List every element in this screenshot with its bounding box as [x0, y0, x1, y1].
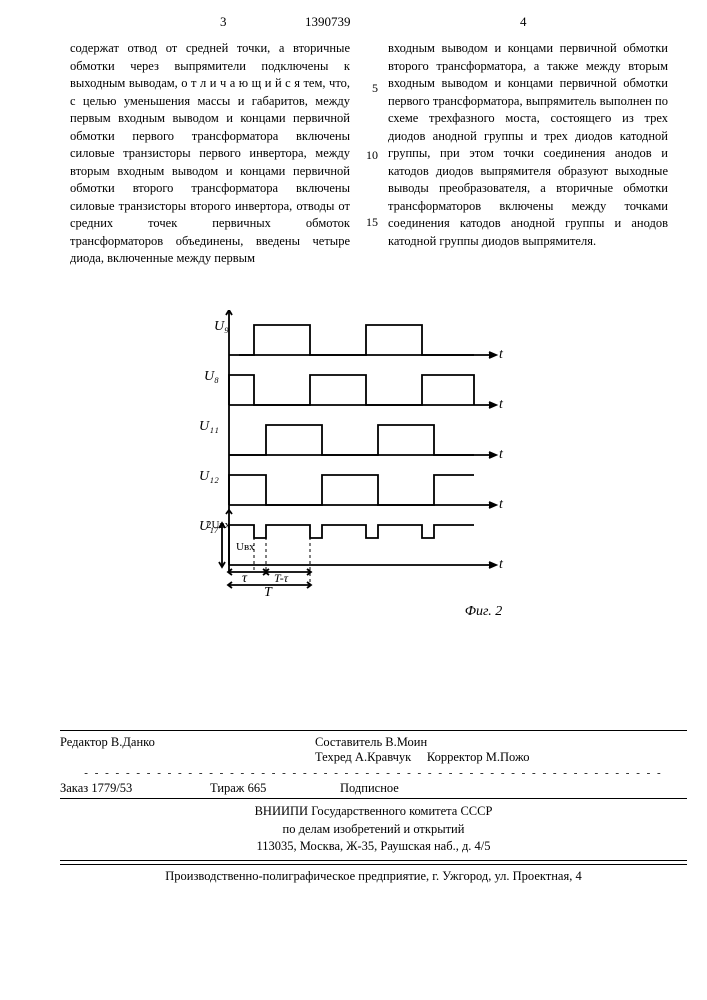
footer-compiler-tech: Составитель В.Моин Техред А.Кравчук Корр…: [240, 735, 530, 765]
x-label-t: t: [499, 397, 504, 412]
document-number: 1390739: [305, 14, 351, 30]
footer-sign: Подписное: [340, 779, 399, 798]
footer-editor: Редактор В.Данко: [60, 735, 240, 765]
x-label-t: t: [499, 347, 504, 362]
y-label-u8: U₈: [204, 369, 219, 384]
figure-2: U₉ t U₈ t U₁₁ t: [0, 310, 707, 600]
t-tau-label: T-τ: [274, 571, 289, 585]
T-label: T: [264, 585, 273, 600]
line-number: 15: [358, 214, 378, 281]
line-number: 5: [358, 80, 378, 147]
x-label-t: t: [499, 557, 504, 572]
footer-bottom-line: Производственно-полиграфическое предприя…: [60, 869, 687, 884]
y-label-u12: U₁₂: [199, 469, 219, 484]
dash-separator: - - - - - - - - - - - - - - - - - - - - …: [60, 767, 687, 779]
x-label-t: t: [499, 497, 504, 512]
right-column: входным выводом и концами первичной обмо…: [388, 40, 668, 280]
amp-uvx: Uвх: [236, 541, 255, 553]
y-label-u11: U₁₁: [199, 419, 219, 434]
page-number-left: 3: [220, 14, 227, 30]
x-label-t: t: [499, 447, 504, 462]
text-columns: содержат отвод от средней точки, а втори…: [0, 14, 707, 280]
footer-order: Заказ 1779/53: [60, 779, 210, 798]
line-number-gutter: 5 10 15: [358, 40, 388, 280]
amp-2uvx: 2Uвх: [206, 519, 231, 531]
footer-block: Редактор В.Данко Составитель В.Моин Техр…: [0, 730, 707, 884]
figure-caption: Фиг. 2: [260, 604, 707, 620]
page-number-right: 4: [520, 14, 527, 30]
footer-org: ВНИИПИ Государственного комитета СССР по…: [60, 803, 687, 856]
tau-label: τ: [242, 571, 248, 586]
line-number: 10: [358, 147, 378, 214]
y-label-u9: U₉: [214, 319, 229, 334]
left-column: содержат отвод от средней точки, а втори…: [70, 40, 358, 280]
footer-tirazh: Тираж 665: [210, 779, 340, 798]
footer-double-rule: [60, 860, 687, 865]
page-header: 3 1390739 4: [0, 0, 707, 14]
